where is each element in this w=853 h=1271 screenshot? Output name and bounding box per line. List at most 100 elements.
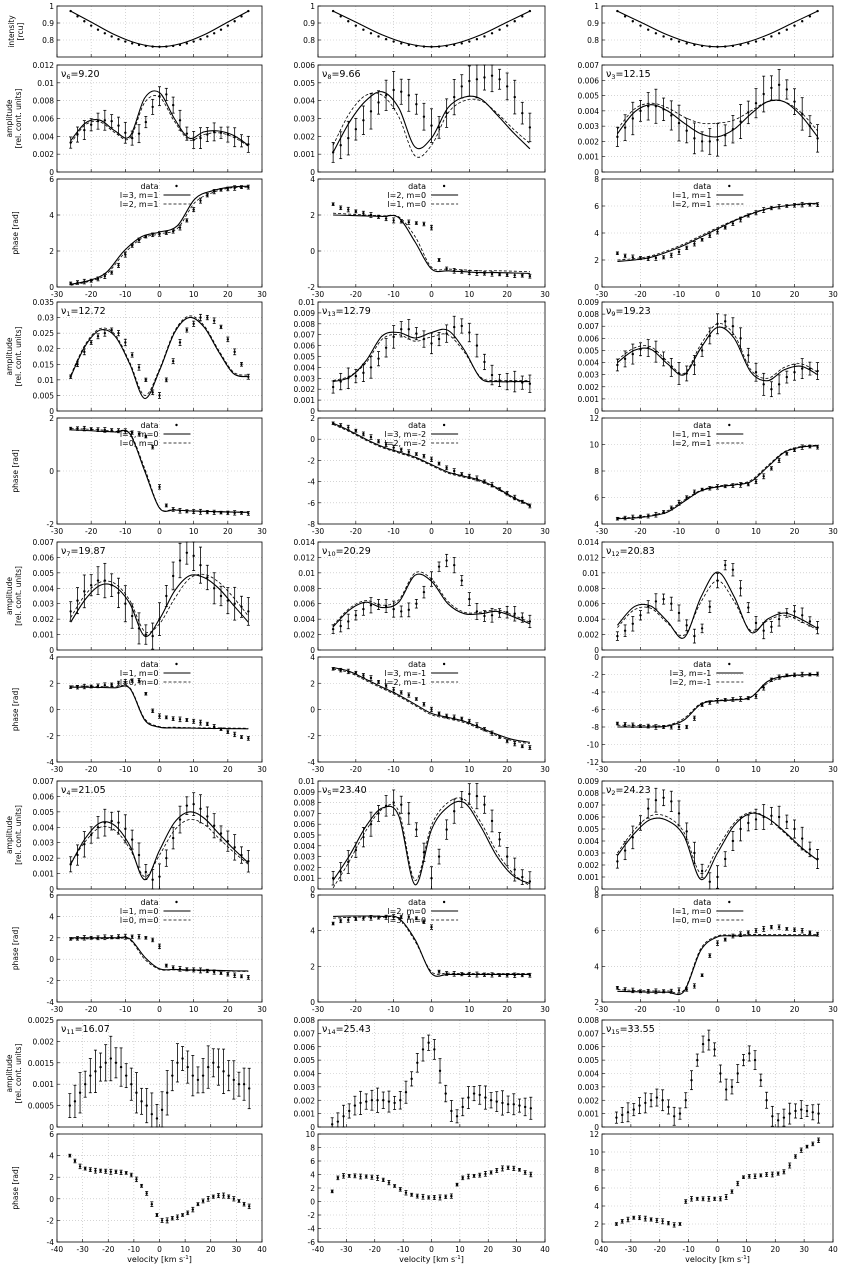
phase-point [639, 256, 642, 260]
amplitude-point [430, 577, 433, 581]
y-tick-label: 4 [594, 229, 599, 238]
amplitude-point [793, 371, 796, 374]
phase-point [724, 485, 727, 488]
phase-point [731, 484, 735, 487]
mode-label: ν13=12.79 [322, 306, 371, 318]
amplitude-point [528, 880, 532, 883]
model-curve-solid [617, 445, 818, 520]
amplitude-point [392, 88, 395, 92]
phase-point [110, 271, 113, 274]
x-tick-label: 30 [257, 1005, 267, 1014]
amplitude-point [171, 574, 175, 578]
phase-point [124, 1171, 128, 1175]
y-tick-label: 2 [594, 1220, 599, 1229]
phase-point [623, 516, 627, 520]
x-tick-label: -10 [388, 765, 400, 774]
phase-point [151, 445, 154, 449]
phase-point [808, 445, 812, 448]
x-tick-label: 30 [257, 527, 267, 536]
amplitude-point [667, 1105, 670, 1109]
amplitude-point [662, 796, 665, 799]
x-tick-label: -20 [369, 1245, 381, 1254]
amplitude-point [753, 1058, 757, 1062]
phase-point [219, 727, 223, 731]
phase-point [460, 972, 463, 976]
phase-point [400, 448, 403, 451]
phase-point [109, 1170, 113, 1174]
intensity-point [96, 28, 100, 31]
phase-point [191, 1208, 195, 1211]
phase-point [771, 1173, 774, 1176]
x-tick-label: -20 [350, 765, 362, 774]
intensity-point [631, 20, 634, 23]
y-tick-label: 0 [49, 467, 54, 476]
plot-frame [601, 656, 834, 763]
phase-point [713, 1197, 716, 1201]
phase-point [667, 1221, 670, 1225]
y-tick-label: -4 [47, 1238, 55, 1247]
amplitude-point [171, 836, 175, 840]
amplitude-point [240, 139, 243, 142]
phase-point [206, 1197, 210, 1201]
amplitude-point [407, 328, 410, 331]
amplitude-point [226, 133, 230, 136]
legend-label: data [693, 421, 711, 430]
phase-point [700, 488, 704, 491]
amplitude-point [647, 605, 650, 608]
plot-frame [56, 1133, 263, 1243]
intensity-point [670, 37, 673, 41]
phase-point [770, 925, 773, 929]
amplitude-point [415, 602, 418, 605]
y-tick-label: 0.002 [294, 631, 316, 640]
y-tick-label: 0.006 [578, 600, 600, 609]
phase-point [513, 974, 516, 977]
amplitude-point [739, 120, 742, 123]
phase-point [453, 716, 456, 719]
phase-point [69, 685, 72, 689]
amplitude-point [529, 1107, 533, 1110]
phase-point [816, 203, 819, 206]
intensity-point [103, 32, 107, 35]
y-tick-label: 0.007 [578, 801, 600, 810]
phase-point [655, 1219, 659, 1222]
amplitude-point [362, 607, 365, 611]
plot-frame [601, 5, 834, 58]
phase-point [693, 242, 696, 245]
phase-point [693, 491, 696, 494]
amplitude-point [247, 860, 250, 863]
phase-point [178, 226, 182, 229]
intensity-point [199, 37, 202, 41]
amplitude-point [240, 363, 243, 366]
phase-point [708, 701, 711, 704]
phase-point [513, 496, 516, 499]
intensity-point [623, 15, 627, 18]
y-tick-label: 0.005 [578, 1056, 600, 1065]
amplitude-point [677, 372, 681, 375]
y-tick-label: 0.012 [294, 553, 316, 562]
intensity-point [407, 43, 410, 47]
amplitude-point [708, 605, 711, 608]
legend-label: l=3, m=-1 [385, 669, 427, 678]
amplitude-point [137, 627, 141, 630]
x-tick-label: 20 [223, 1005, 233, 1014]
amplitude-point [461, 1105, 464, 1109]
y-tick-label: 0.0025 [28, 1016, 54, 1025]
amplitude-point [427, 1041, 430, 1044]
amplitude-point [713, 1048, 716, 1051]
amplitude-point [217, 1065, 220, 1069]
x-tick-label: 10 [465, 527, 475, 536]
y-tick-label: 0.0005 [28, 1102, 54, 1111]
y-tick-label: 6 [49, 175, 54, 184]
phase-point [103, 275, 107, 278]
amplitude-point [670, 602, 673, 605]
amplitude-point [638, 1104, 641, 1107]
phase-point [415, 452, 418, 456]
y-tick-label: 4 [49, 211, 54, 220]
y-tick-label: 0 [594, 168, 599, 177]
amplitude-point [639, 348, 642, 351]
amplitude-point [185, 551, 189, 554]
legend-label: data [408, 421, 426, 430]
y-tick-label: 0.005 [294, 79, 316, 88]
phase-point [800, 1149, 803, 1152]
x-tick-label: 20 [483, 1245, 493, 1254]
